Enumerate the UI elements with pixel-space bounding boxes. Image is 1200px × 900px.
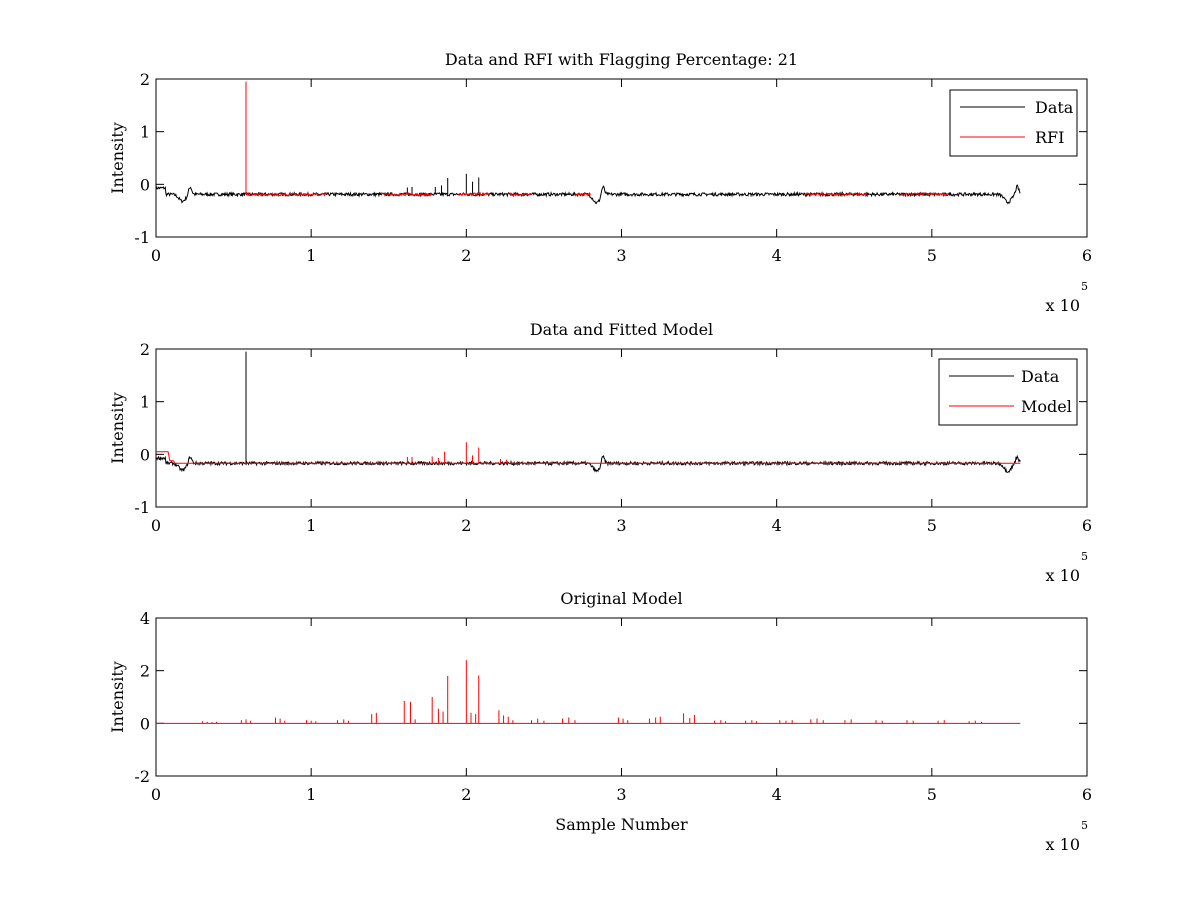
model-line	[156, 451, 1021, 464]
y-tick-label: 2	[140, 662, 150, 681]
y-tick-label: 2	[140, 70, 150, 89]
y-tick-label: 4	[140, 609, 150, 628]
series-rfi	[245, 81, 948, 197]
series-model	[156, 442, 1021, 464]
legend-label: Data	[1035, 98, 1074, 117]
chart-panel-1: Data and RFI with Flagging Percentage: 2…	[108, 50, 1092, 315]
legend-box	[938, 358, 1078, 426]
x-tick-label: 0	[151, 246, 161, 265]
chart-panel-3: Original Model Intensity Sample Number 0 1 2 3…	[108, 589, 1092, 854]
series-model-trace	[156, 660, 1021, 724]
x-tick-label: 6	[1082, 516, 1092, 535]
x-tick-label: 6	[1082, 785, 1092, 804]
rfi-segment	[458, 191, 491, 197]
x-tick-label: 2	[461, 246, 471, 265]
rfi-segment	[509, 192, 532, 197]
legend: Data Model	[938, 358, 1078, 426]
rfi-segment	[245, 191, 327, 197]
x-multiplier-exponent: 5	[1081, 819, 1088, 832]
x-tick-label: 5	[927, 246, 937, 265]
x-multiplier: x 10	[1046, 566, 1080, 585]
axes-box	[155, 78, 1088, 238]
axes-box	[155, 348, 1088, 508]
y-tick-label: 1	[140, 123, 150, 142]
x-tick-label: 0	[151, 516, 161, 535]
y-axis-label: Intensity	[108, 661, 127, 733]
y-axis-label: Intensity	[108, 122, 127, 194]
x-tick-label: 3	[616, 246, 626, 265]
x-tick-label: 0	[151, 785, 161, 804]
x-tick-label: 6	[1082, 246, 1092, 265]
x-multiplier: x 10	[1046, 296, 1080, 315]
legend: Data RFI	[949, 89, 1078, 157]
x-tick-label: 4	[772, 246, 782, 265]
x-tick-label: 5	[927, 516, 937, 535]
y-tick-label: -1	[134, 228, 150, 247]
x-tick-label: 1	[306, 246, 316, 265]
legend-label: RFI	[1035, 128, 1064, 147]
legend-label: Data	[1021, 367, 1060, 386]
x-multiplier-exponent: 5	[1081, 280, 1088, 293]
y-tick-label: -2	[134, 767, 150, 786]
y-tick-label: 0	[140, 714, 150, 733]
y-tick-label: 0	[140, 445, 150, 464]
rfi-segment	[804, 192, 868, 197]
y-tick-label: 2	[140, 340, 150, 359]
x-tick-label: 1	[306, 785, 316, 804]
chart-title: Original Model	[560, 589, 682, 608]
y-tick-label: 0	[140, 175, 150, 194]
y-tick-label: -1	[134, 498, 150, 517]
x-tick-label: 1	[306, 516, 316, 535]
x-tick-label: 2	[461, 516, 471, 535]
rfi-segment	[380, 192, 433, 197]
y-tick-label: 1	[140, 393, 150, 412]
x-axis-label: Sample Number	[555, 815, 688, 834]
rfi-segment	[900, 192, 948, 197]
legend-box	[949, 89, 1078, 157]
series-data	[155, 173, 1021, 205]
legend-label: Model	[1021, 397, 1072, 416]
y-axis-label: Intensity	[108, 392, 127, 464]
axes-box	[155, 617, 1088, 777]
x-tick-label: 4	[772, 516, 782, 535]
x-tick-label: 3	[616, 785, 626, 804]
chart-title: Data and Fitted Model	[530, 320, 713, 339]
chart-title: Data and RFI with Flagging Percentage: 2…	[445, 50, 798, 69]
x-tick-label: 2	[461, 785, 471, 804]
data-trace	[155, 184, 1021, 205]
x-tick-label: 4	[772, 785, 782, 804]
x-multiplier: x 10	[1046, 835, 1080, 854]
x-tick-label: 3	[616, 516, 626, 535]
rfi-segment	[574, 192, 591, 196]
x-tick-label: 5	[927, 785, 937, 804]
x-multiplier-exponent: 5	[1081, 550, 1088, 563]
